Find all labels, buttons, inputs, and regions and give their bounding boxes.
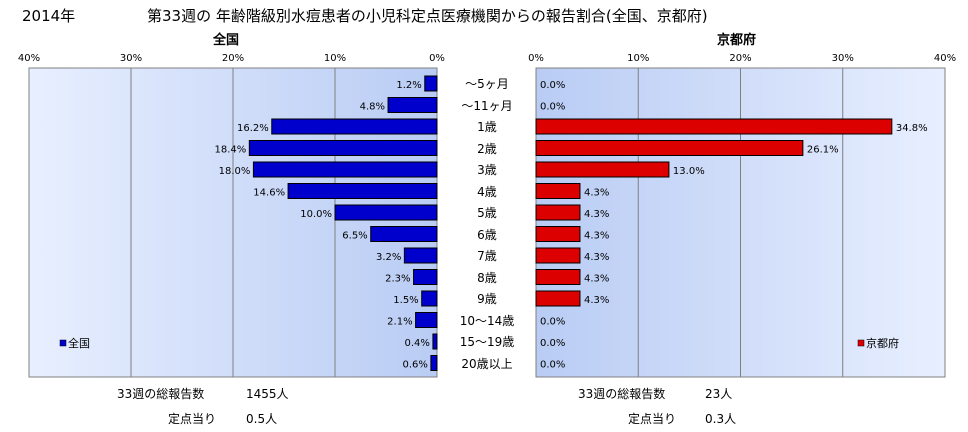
- national-value-label: 10.0%: [300, 209, 332, 220]
- category-label: 4歳: [477, 184, 497, 199]
- category-label: 15～19歳: [459, 335, 515, 349]
- national-per-value: 0.5人: [246, 412, 278, 426]
- kyoto-tick-label: 10%: [627, 53, 650, 64]
- kyoto-value-label: 34.8%: [896, 123, 928, 134]
- chart-title: 第33週の 年齢階級別水痘患者の小児科定点医療機関からの報告割合(全国、京都府): [147, 7, 708, 25]
- national-value-label: 16.2%: [237, 123, 269, 134]
- kyoto-value-label: 4.3%: [584, 209, 609, 220]
- kyoto-value-label: 4.3%: [584, 188, 609, 199]
- national-tick-label: 20%: [221, 53, 245, 64]
- national-bar: [370, 226, 438, 242]
- kyoto-bar: [535, 269, 581, 285]
- kyoto-value-label: 4.3%: [584, 295, 609, 306]
- national-bar: [415, 312, 438, 328]
- national-bar: [403, 247, 438, 264]
- category-label: 5歳: [477, 206, 497, 220]
- national-value-label: 1.5%: [393, 295, 418, 306]
- kyoto-bar: [535, 183, 581, 199]
- kyoto-bar: [535, 140, 804, 156]
- national-bar: [248, 140, 438, 156]
- category-label: 9歳: [477, 292, 497, 306]
- national-tick-label: 30%: [119, 53, 143, 64]
- national-tick-label: 10%: [323, 53, 347, 64]
- national-bar: [421, 290, 438, 307]
- kyoto-bar: [535, 226, 581, 242]
- national-per-label: 定点当り: [168, 412, 217, 426]
- kyoto-value-label: 0.0%: [540, 102, 565, 113]
- national-tick-label: 40%: [17, 53, 41, 64]
- national-total-value: 1455人: [246, 387, 289, 401]
- kyoto-tick-label: 0%: [528, 53, 544, 64]
- kyoto-bar: [535, 247, 581, 264]
- national-total-label: 33週の総報告数: [117, 387, 205, 401]
- category-label: 7歳: [477, 249, 497, 263]
- category-label: 6歳: [477, 227, 497, 242]
- kyoto-value-label: 26.1%: [807, 145, 839, 156]
- kyoto-per-label: 定点当り: [628, 412, 677, 426]
- category-label: 10～14歳: [459, 313, 515, 328]
- kyoto-tick-label: 30%: [831, 53, 854, 64]
- year-label: 2014年: [22, 7, 76, 25]
- national-tick-label: 0%: [429, 53, 445, 64]
- national-bar: [432, 333, 438, 350]
- kyoto-value-label: 0.0%: [540, 80, 565, 91]
- kyoto-per-value: 0.3人: [705, 412, 737, 426]
- national-bar: [387, 97, 438, 113]
- national-legend-label: 全国: [68, 336, 90, 350]
- national-chart: 1.2% 4.8% 16.2% 18.4% 18.0%14.6% 10.0% 6.5% 3.2…: [28, 67, 438, 378]
- national-value-label: 4.8%: [360, 102, 385, 113]
- category-label: ～5ヶ月: [465, 77, 509, 91]
- national-bar: [271, 118, 438, 135]
- kyoto-tick-label: 40%: [933, 53, 957, 64]
- category-label: 2歳: [477, 141, 497, 156]
- kyoto-total-value: 23人: [705, 387, 733, 401]
- national-value-label: 18.0%: [219, 166, 251, 177]
- kyoto-bar: [535, 204, 581, 221]
- national-bar: [430, 355, 438, 371]
- national-value-label: 14.6%: [253, 188, 285, 199]
- national-value-label: 0.6%: [402, 360, 427, 371]
- kyoto-panel-title: 京都府: [717, 33, 757, 48]
- kyoto-value-label: 0.0%: [540, 338, 565, 349]
- kyoto-bar: [535, 118, 893, 135]
- kyoto-value-label: 4.3%: [584, 231, 609, 242]
- kyoto-bar: [535, 161, 670, 178]
- kyoto-value-label: 13.0%: [673, 166, 705, 177]
- kyoto-chart: 0.0% 0.0% 34.8% 26.1% 13.0% 4.3% 4.3% 4.3% 4.3% 4…: [535, 67, 946, 378]
- national-bar: [334, 204, 438, 221]
- kyoto-value-label: 0.0%: [540, 317, 565, 328]
- national-value-label: 6.5%: [342, 231, 367, 242]
- national-bar: [424, 75, 438, 92]
- national-value-label: 1.2%: [396, 80, 421, 91]
- national-legend-swatch: [59, 339, 67, 347]
- national-bar: [252, 161, 438, 178]
- national-value-label: 3.2%: [376, 252, 401, 263]
- national-value-label: 2.1%: [387, 317, 412, 328]
- kyoto-total-label: 33週の総報告数: [578, 387, 666, 401]
- kyoto-legend-label: 京都府: [866, 336, 899, 350]
- national-panel-title: 全国: [213, 33, 240, 48]
- kyoto-value-label: 4.3%: [584, 274, 609, 285]
- category-label: 3歳: [477, 163, 497, 177]
- national-bar: [287, 183, 438, 199]
- category-label: 1歳: [477, 120, 497, 134]
- national-value-label: 0.4%: [405, 338, 430, 349]
- kyoto-value-label: 0.0%: [540, 360, 565, 371]
- category-label: ～11ヶ月: [461, 98, 513, 113]
- kyoto-legend-swatch: [857, 339, 865, 347]
- kyoto-tick-label: 20%: [729, 53, 752, 64]
- category-label: 20歳以上: [461, 356, 513, 371]
- category-label: 8歳: [477, 270, 497, 285]
- kyoto-value-label: 4.3%: [584, 252, 609, 263]
- national-bar: [413, 269, 438, 285]
- national-value-label: 2.3%: [385, 274, 410, 285]
- national-value-label: 18.4%: [215, 145, 247, 156]
- kyoto-bar: [535, 290, 581, 307]
